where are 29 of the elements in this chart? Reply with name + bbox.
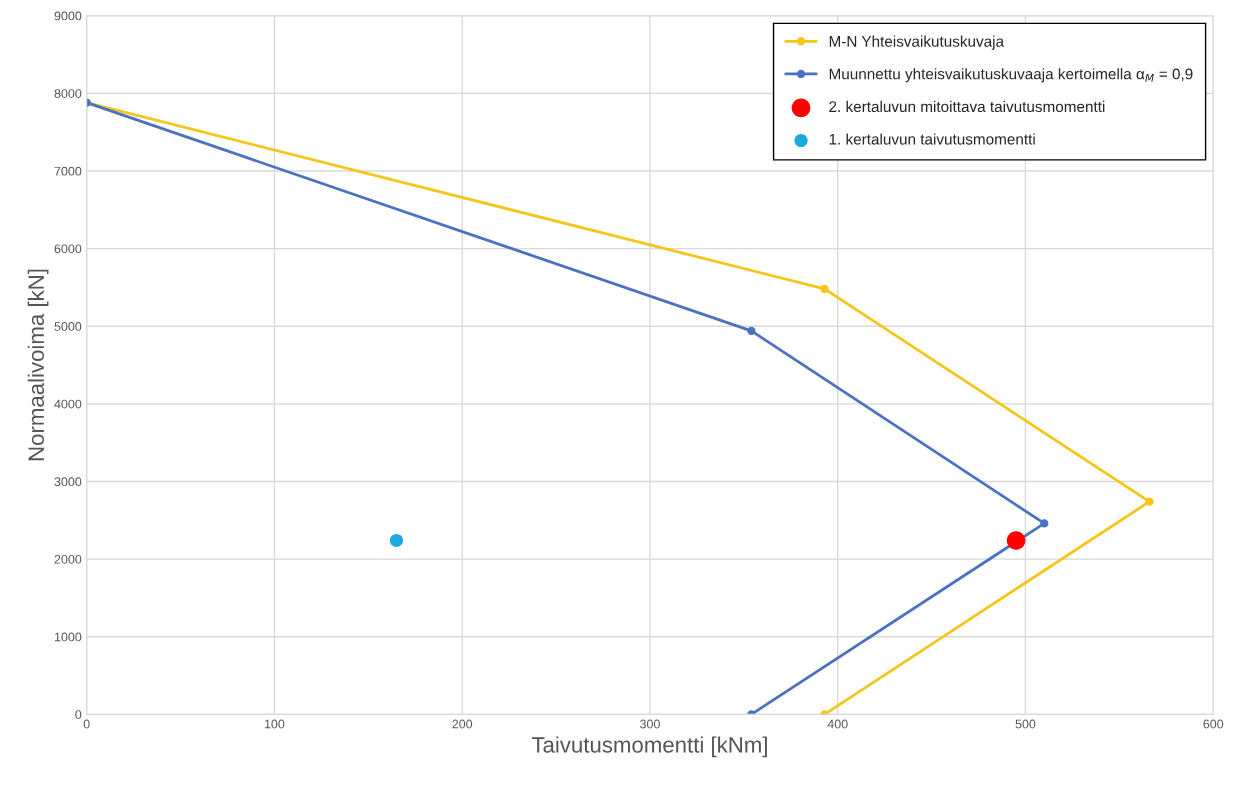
y-tick-label: 7000 <box>54 166 82 176</box>
y-tick-label: 2000 <box>54 554 82 564</box>
y-tick-label: 5000 <box>54 322 82 331</box>
point <box>747 326 756 336</box>
x-tick-label: 500 <box>1015 719 1036 729</box>
y-tick-label: 1000 <box>54 632 82 642</box>
x-tick-label: 300 <box>640 719 660 729</box>
y-tick-label: 9000 <box>54 11 82 21</box>
y-tick-label: 8000 <box>54 89 82 98</box>
y-axis-title: Normaalivoima [kN] <box>27 269 49 461</box>
legend-label: 2. kertaluvun mitoittava taivutusmomentti <box>829 100 1105 113</box>
point <box>1040 519 1049 528</box>
legend-label: 1. kertaluvun taivutusmomentti <box>829 133 1035 145</box>
y-tick-label: 6000 <box>54 244 82 254</box>
x-tick-label: 0 <box>83 719 90 729</box>
x-tick-label: 600 <box>1203 719 1224 729</box>
point <box>389 533 404 548</box>
y-tick-label: 4000 <box>54 399 82 409</box>
y-tick-label: 0 <box>75 710 82 719</box>
legend-label: M-N Yhteisvaikutuskuvaja <box>829 35 1005 50</box>
y-tick-label: 3000 <box>54 477 82 487</box>
point <box>820 284 829 294</box>
point <box>1006 531 1026 550</box>
x-tick-label: 400 <box>827 719 848 729</box>
legend-label: Muunnettu yhteisvaikutuskuvaaja kertoimella α$_{M}$ = 0,9 <box>829 68 1193 83</box>
x-tick-label: 100 <box>264 719 285 729</box>
point <box>1145 497 1154 506</box>
x-tick-label: 200 <box>452 719 473 729</box>
x-axis-title: Taivutusmomentti [kNm] <box>531 736 767 758</box>
